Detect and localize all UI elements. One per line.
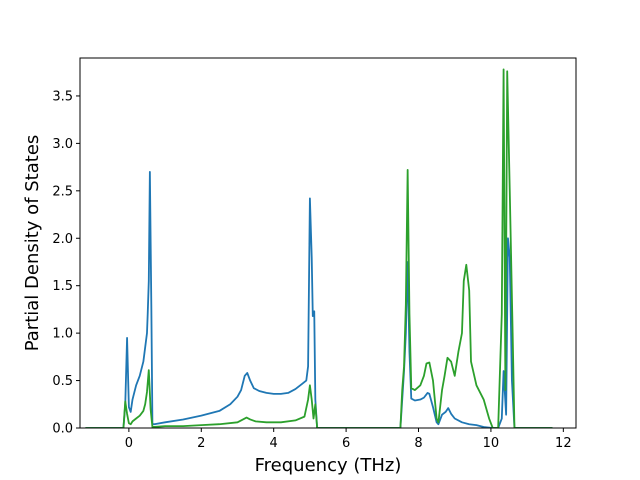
y-tick-label: 0.5 (52, 374, 73, 389)
plot-background (80, 58, 576, 428)
y-axis-label: Partial Density of States (22, 135, 43, 352)
x-tick-label: 6 (342, 436, 350, 451)
x-tick-label: 4 (270, 436, 278, 451)
x-axis: 0 2 4 6 8 10 12 (125, 428, 572, 451)
x-tick-label: 8 (414, 436, 422, 451)
series-line-1 (85, 170, 553, 428)
y-tick-label: 3.5 (52, 89, 73, 104)
y-tick-label: 1.5 (52, 279, 73, 294)
x-tick-label: 12 (555, 436, 572, 451)
x-axis-label: Frequency (THz) (255, 455, 402, 476)
series-layer (85, 68, 553, 428)
y-tick-label: 0.0 (52, 422, 73, 437)
x-tick-label: 0 (125, 436, 133, 451)
y-tick-label: 2.5 (52, 184, 73, 199)
plot-area (79, 57, 577, 429)
y-axis: 0.0 0.5 1.0 1.5 2.0 2.5 3.0 3.5 (52, 89, 80, 437)
y-tick-label: 2.0 (52, 232, 73, 247)
y-tick-label: 1.0 (52, 327, 73, 342)
x-tick-label: 2 (197, 436, 205, 451)
series-line-2 (85, 68, 553, 428)
y-tick-label: 3.0 (52, 137, 73, 152)
plot-frame (79, 57, 577, 429)
x-tick-label: 10 (483, 436, 500, 451)
